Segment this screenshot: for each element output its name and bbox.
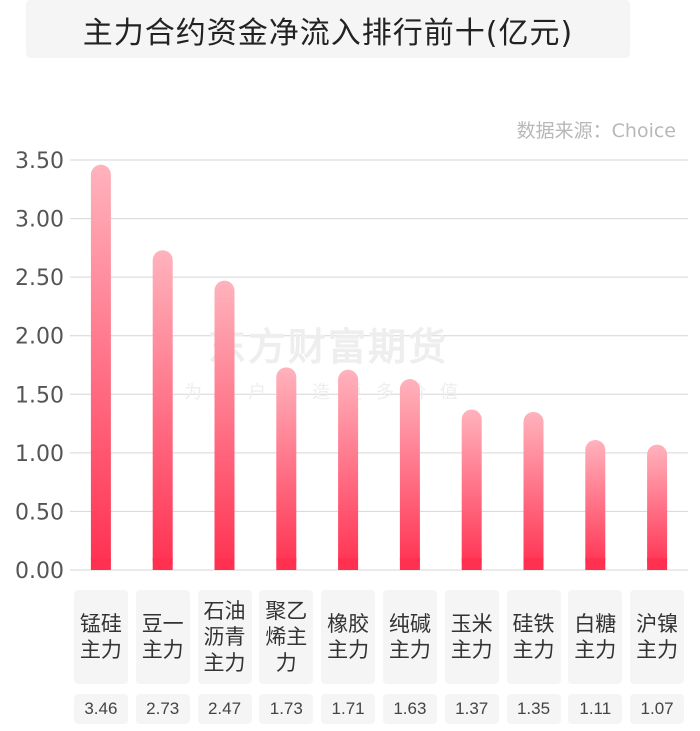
- bar: [214, 280, 235, 570]
- category-label: 豆一主力: [135, 590, 190, 684]
- category-label: 纯碱主力: [382, 590, 437, 684]
- value-label: 3.46: [73, 694, 128, 724]
- watermark: 东方财富期货 为用户创造更多价值: [184, 325, 472, 403]
- category-label-text: 橡胶主力: [327, 612, 370, 662]
- bar: [90, 164, 111, 570]
- category-label-text: 石油沥青主力: [203, 599, 246, 675]
- bar-base: [461, 558, 482, 570]
- category-label-text: 纯碱主力: [388, 612, 431, 662]
- value-label: 1.63: [382, 694, 437, 724]
- value-label: 1.11: [568, 694, 623, 724]
- watermark-main-text: 东方财富期货: [208, 325, 448, 369]
- category-label-text: 锰硅主力: [79, 612, 122, 662]
- category-label-text: 豆一主力: [141, 612, 184, 662]
- category-label: 聚乙烯主力: [259, 590, 314, 684]
- data-source-note: 数据来源：Choice: [516, 120, 676, 142]
- bar: [523, 411, 544, 570]
- bar: [338, 369, 359, 570]
- category-label: 硅铁主力: [506, 590, 561, 684]
- category-label-text: 沪镍主力: [636, 612, 679, 662]
- y-tick-label: 0.50: [15, 500, 64, 525]
- category-label-text: 硅铁主力: [512, 612, 555, 662]
- y-axis-ticks: 0.00 0.50 1.00 1.50 2.00 2.50 3.00 3.50: [15, 149, 64, 584]
- title-box: 主力合约资金净流入排行前十(亿元): [26, 0, 630, 58]
- y-tick-label: 0.00: [15, 559, 64, 584]
- y-tick-label: 3.50: [15, 149, 64, 174]
- bar-base: [90, 558, 111, 570]
- bar-base: [276, 558, 297, 570]
- value-label: 1.07: [630, 694, 685, 724]
- category-label: 锰硅主力: [73, 590, 128, 684]
- category-label-text: 聚乙烯主力: [265, 599, 308, 675]
- bar-base: [214, 558, 235, 570]
- bar-base: [338, 558, 359, 570]
- category-label: 沪镍主力: [630, 590, 685, 684]
- bar: [647, 444, 668, 570]
- value-label: 1.73: [259, 694, 314, 724]
- value-label: 2.47: [197, 694, 252, 724]
- bar-base: [523, 558, 544, 570]
- category-label: 白糖主力: [568, 590, 623, 684]
- bar: [585, 439, 606, 570]
- y-tick-label: 3.00: [15, 208, 64, 233]
- bar-base: [585, 558, 606, 570]
- bars: [90, 164, 668, 570]
- y-tick-label: 1.00: [15, 442, 64, 467]
- watermark-sub-text: 为用户创造更多价值: [184, 382, 472, 403]
- bar-base: [399, 558, 420, 570]
- bar: [399, 379, 420, 570]
- value-label: 1.35: [506, 694, 561, 724]
- value-label: 1.71: [321, 694, 376, 724]
- bar-base: [152, 558, 173, 570]
- bar-base: [647, 558, 668, 570]
- category-label: 玉米主力: [444, 590, 499, 684]
- value-label: 2.73: [135, 694, 190, 724]
- gridlines: [70, 159, 688, 571]
- bar: [461, 409, 482, 570]
- chart-title: 主力合约资金净流入排行前十(亿元): [82, 16, 574, 51]
- y-tick-label: 2.00: [15, 325, 64, 350]
- y-tick-label: 1.50: [15, 383, 64, 408]
- category-label: 石油沥青主力: [197, 590, 252, 684]
- category-label-text: 白糖主力: [574, 612, 617, 662]
- value-label: 1.37: [444, 694, 499, 724]
- category-label: 橡胶主力: [321, 590, 376, 684]
- category-label-text: 玉米主力: [450, 612, 493, 662]
- bar: [152, 250, 173, 570]
- bar: [276, 367, 297, 570]
- y-tick-label: 2.50: [15, 266, 64, 291]
